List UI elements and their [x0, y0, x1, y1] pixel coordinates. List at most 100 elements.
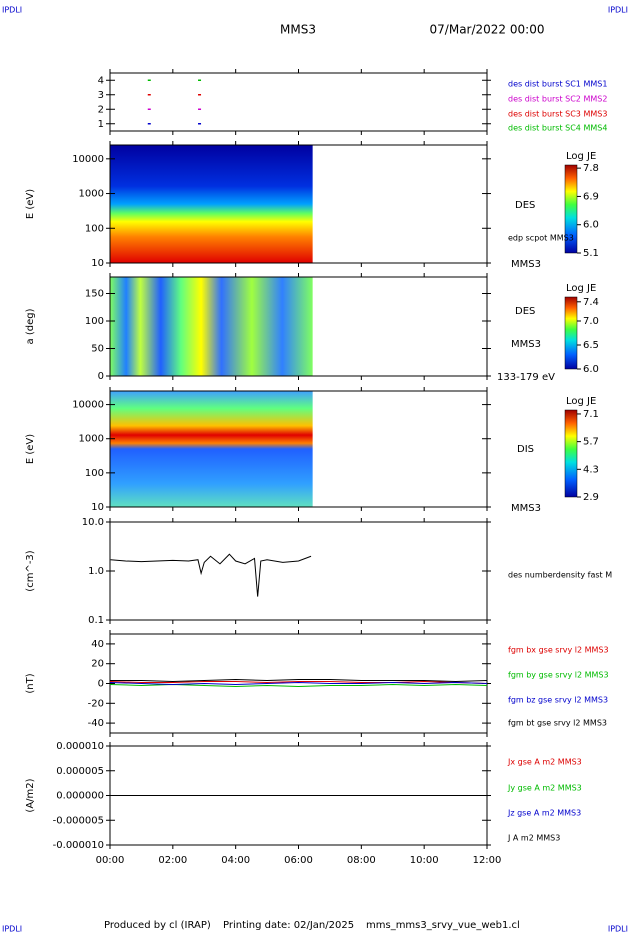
y-tick-label: -0.000010 — [53, 840, 104, 851]
legend-entry: J A m2 MMS3 — [507, 834, 560, 843]
y-tick-label: 1000 — [79, 189, 104, 200]
y-tick-label: -0.000005 — [53, 815, 104, 826]
x-tick-label: 12:00 — [473, 855, 502, 866]
colorbar-title: Log JE — [566, 151, 596, 162]
y-tick-label: 20 — [91, 659, 104, 670]
panel-frame — [109, 521, 488, 621]
x-tick-label: 08:00 — [347, 855, 376, 866]
y-tick-label: 1 — [98, 119, 104, 130]
panel-label: DES — [515, 306, 535, 317]
legend-entry: des numberdensity fast M — [508, 571, 612, 580]
footer-right: IPDLI — [608, 925, 628, 934]
spectrogram — [110, 145, 313, 263]
y-tick-label: 10 — [91, 258, 104, 269]
date: 07/Mar/2022 00:00 — [430, 23, 545, 37]
y-tick-label: 10000 — [72, 154, 104, 165]
data-line — [109, 682, 488, 685]
legend-entry: Jz gse A m2 MMS3 — [507, 809, 581, 818]
legend-entry: des dist burst SC3 MMS3 — [508, 110, 607, 119]
panel-frame — [109, 72, 488, 132]
colorbar-tick-label: 6.0 — [583, 364, 599, 375]
y-tick-label: 100 — [85, 316, 104, 327]
header-right: IPDLI — [608, 6, 628, 15]
x-tick-label: 06:00 — [284, 855, 313, 866]
y-axis-label: (A/m2) — [25, 778, 36, 812]
footer-producer: Produced by cl (IRAP) — [104, 920, 211, 931]
legend-entry: des dist burst SC4 MMS4 — [508, 124, 607, 133]
y-tick-label: 1000 — [79, 434, 104, 445]
y-tick-label: 2 — [98, 104, 104, 115]
y-tick-label: 10 — [91, 502, 104, 513]
colorbar-tick-label: 4.3 — [583, 464, 599, 475]
x-tick-label: 02:00 — [158, 855, 187, 866]
y-tick-label: -40 — [88, 718, 104, 729]
legend-entry: des dist burst SC2 MMS2 — [508, 95, 607, 104]
header-left: IPDLI — [2, 6, 22, 15]
y-tick-label: 40 — [91, 639, 104, 650]
footer-file: mms_mms3_srvy_vue_web1.cl — [366, 920, 520, 931]
legend-entry: des dist burst SC1 MMS1 — [508, 80, 607, 89]
colorbar-title: Log JE — [566, 283, 596, 294]
colorbar-tick-label: 6.5 — [583, 340, 599, 351]
y-axis-label: (cm^-3) — [25, 550, 36, 591]
y-tick-label: 100 — [85, 468, 104, 479]
colorbar-tick-label: 2.9 — [583, 492, 599, 503]
y-axis-label: E (eV) — [25, 434, 36, 464]
spectrogram — [110, 391, 313, 507]
colorbar-tick-label: 7.8 — [583, 163, 599, 174]
panel-label: edp scpot MMS3 — [508, 234, 574, 243]
panel-label: DES — [515, 200, 535, 211]
y-tick-label: 100 — [85, 223, 104, 234]
colorbar-tick-label: 6.9 — [583, 191, 599, 202]
panel-label: MMS3 — [511, 339, 541, 350]
title: MMS3 — [280, 23, 316, 37]
y-tick-label: 0.000000 — [56, 791, 104, 802]
x-tick-label: 00:00 — [96, 855, 125, 866]
y-tick-label: 4 — [98, 75, 104, 86]
colorbar-tick-label: 7.4 — [583, 297, 599, 308]
colorbar-tick-label: 6.0 — [583, 220, 599, 231]
panel-label: DIS — [517, 444, 534, 455]
y-tick-label: 3 — [98, 90, 104, 101]
spectrogram — [110, 277, 313, 376]
panel-label: 133-179 eV — [497, 372, 555, 383]
y-tick-label: 0 — [98, 371, 104, 382]
y-tick-label: 10.0 — [82, 517, 104, 528]
legend-entry: Jy gse A m2 MMS3 — [507, 784, 582, 793]
y-tick-label: 0 — [98, 679, 104, 690]
footer-left: IPDLI — [2, 925, 22, 934]
panel-label: MMS3 — [511, 259, 541, 270]
y-tick-label: 150 — [85, 289, 104, 300]
y-axis-label: E (eV) — [25, 189, 36, 219]
data-line — [110, 553, 312, 597]
colorbar-tick-label: 7.0 — [583, 316, 599, 327]
colorbar — [564, 296, 578, 370]
legend-entry: fgm bx gse srvy l2 MMS3 — [508, 646, 609, 655]
x-tick-label: 10:00 — [410, 855, 439, 866]
colorbar-tick-label: 5.1 — [583, 248, 599, 259]
y-tick-label: -20 — [88, 698, 104, 709]
y-tick-label: 1.0 — [88, 566, 104, 577]
panel-label: MMS3 — [511, 503, 541, 514]
data-line — [109, 681, 488, 684]
colorbar — [564, 409, 578, 498]
colorbar-tick-label: 7.1 — [583, 409, 599, 420]
y-tick-label: 0.1 — [88, 615, 104, 626]
colorbar — [564, 164, 578, 254]
x-tick-label: 04:00 — [221, 855, 250, 866]
legend-entry: fgm bz gse srvy l2 MMS3 — [508, 696, 608, 705]
footer-printing: Printing date: 02/Jan/2025 — [223, 920, 354, 931]
colorbar-tick-label: 5.7 — [583, 437, 599, 448]
y-tick-label: 10000 — [72, 400, 104, 411]
y-tick-label: 0.000010 — [56, 741, 104, 752]
y-axis-label: (nT) — [25, 673, 36, 693]
colorbar-title: Log JE — [566, 396, 596, 407]
y-tick-label: 0.000005 — [56, 766, 104, 777]
legend-entry: fgm by gse srvy l2 MMS3 — [508, 671, 609, 680]
y-axis-label: a (deg) — [25, 308, 36, 344]
data-line — [110, 679, 488, 683]
legend-entry: Jx gse A m2 MMS3 — [507, 758, 582, 767]
y-tick-label: 50 — [91, 344, 104, 355]
legend-entry: fgm bt gse srvy l2 MMS3 — [508, 719, 607, 728]
